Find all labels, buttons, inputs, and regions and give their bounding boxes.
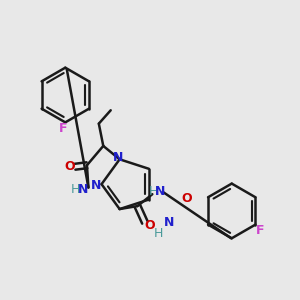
Text: N: N <box>113 151 123 164</box>
Text: N: N <box>78 183 88 196</box>
Text: F: F <box>256 224 265 237</box>
Text: N: N <box>91 179 101 192</box>
Text: O: O <box>182 192 193 205</box>
Text: F: F <box>59 122 67 135</box>
Text: N: N <box>154 185 165 198</box>
Text: H: H <box>70 183 80 196</box>
Text: H: H <box>149 185 158 198</box>
Text: N: N <box>164 216 175 229</box>
Text: O: O <box>64 160 75 173</box>
Text: H: H <box>153 227 163 240</box>
Text: O: O <box>144 219 155 232</box>
